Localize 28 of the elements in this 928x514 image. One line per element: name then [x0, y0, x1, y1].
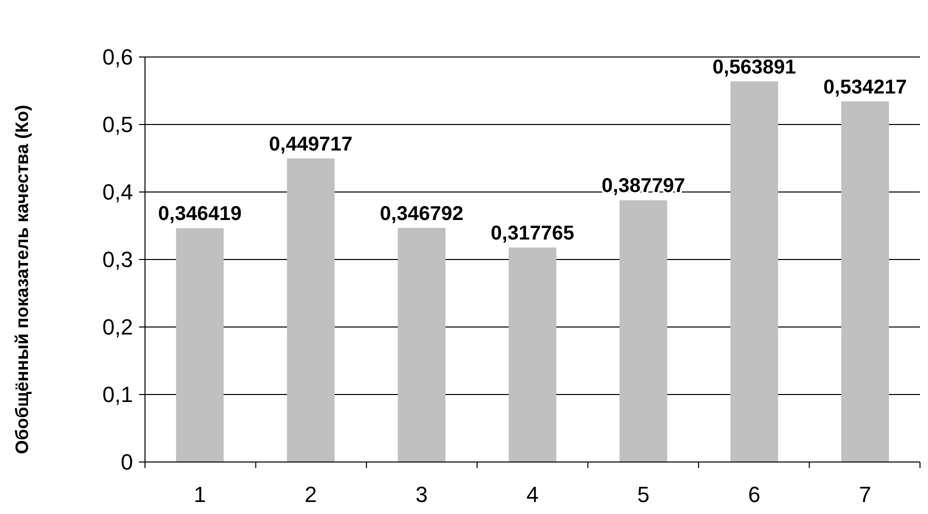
- bar: [730, 81, 778, 462]
- data-label: 0,346419: [158, 203, 242, 226]
- x-tick-label: 5: [637, 482, 650, 507]
- x-tick-label: 4: [526, 482, 539, 507]
- data-label: 0,317765: [490, 222, 574, 245]
- x-tick-label: 6: [748, 482, 760, 507]
- x-tick-label: 2: [304, 482, 317, 507]
- y-axis-title: Обобщённый показатель качества (Ко): [12, 104, 32, 454]
- y-tick-label: 0,3: [102, 247, 133, 272]
- data-label: 0,534217: [823, 76, 907, 98]
- x-tick-label: 1: [194, 482, 206, 507]
- bar: [620, 200, 668, 462]
- bar: [286, 158, 335, 462]
- data-label: 0,563891: [712, 56, 796, 78]
- bar: [841, 101, 889, 462]
- y-tick-label: 0,1: [102, 382, 133, 408]
- y-tick-label: 0,2: [102, 314, 133, 340]
- bar: [176, 228, 224, 462]
- bar: [398, 228, 446, 462]
- y-tick-label: 0,5: [102, 112, 133, 138]
- y-tick-label: 0: [120, 450, 133, 475]
- data-label: 0,346792: [380, 202, 464, 225]
- bar: [508, 248, 556, 462]
- data-label: 0,449717: [269, 133, 352, 156]
- y-tick-label: 0,6: [102, 44, 133, 70]
- y-tick-label: 0,4: [102, 180, 133, 205]
- x-tick-label: 3: [416, 482, 428, 507]
- x-tick-label: 7: [858, 482, 872, 507]
